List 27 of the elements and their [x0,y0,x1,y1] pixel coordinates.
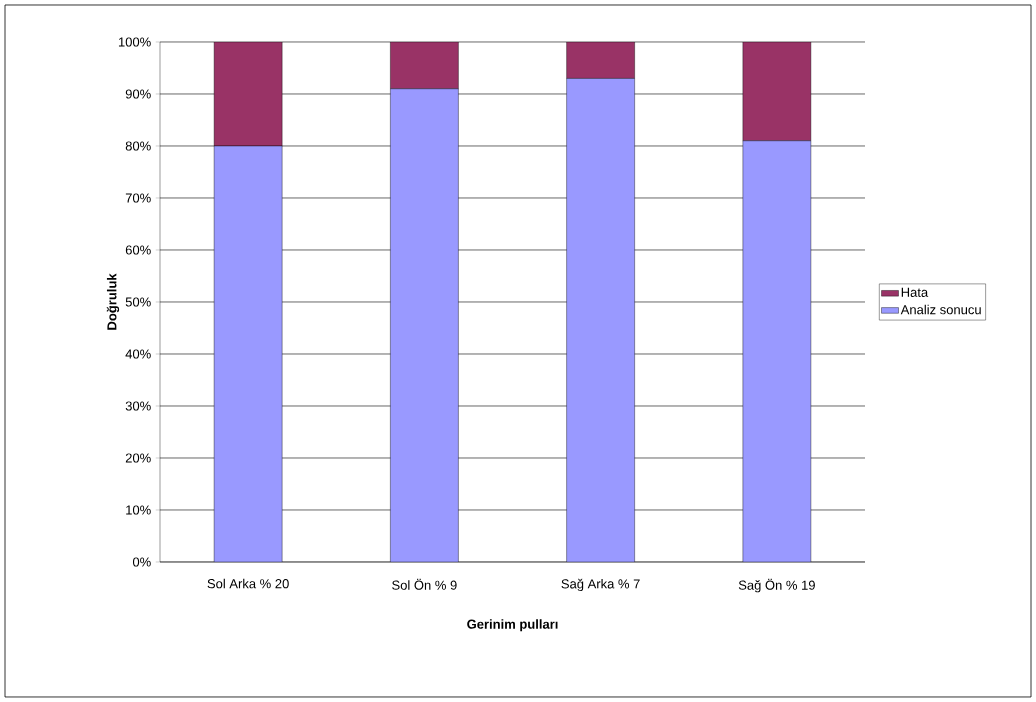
y-tick-label: 100% [118,37,151,47]
y-tick-label: 80% [125,141,151,151]
bar [213,41,283,147]
bar [566,41,635,79]
legend-label: Hata [901,287,929,297]
y-tick-label: 60% [125,245,151,255]
y-tick-label: 30% [125,401,151,411]
y-tick-label: 40% [125,349,151,359]
x-axis-title: Gerinim pulları [467,619,558,632]
y-tick-label: 50% [125,297,151,307]
bar [566,78,635,562]
x-tick-label: Sağ Ön % 19 [738,578,815,593]
bar [390,41,459,89]
y-tick-label: 70% [125,193,151,203]
x-tick-label: Sol Ön % 9 [392,578,457,590]
bar [742,140,812,562]
y-tick-label: 90% [125,89,151,99]
x-tick-label: Sol Arka % 20 [207,578,289,589]
y-tick-label: 10% [126,505,151,515]
x-tick-label: Sağ Arka % 7 [561,578,640,592]
bar [390,88,459,562]
y-axis-title: Doğruluk [106,273,120,330]
legend-label: Analiz sonucu [900,304,981,315]
bar [742,41,812,141]
bar [213,145,283,562]
y-tick-label: 20% [125,453,151,463]
y-tick-label: 0% [132,557,151,567]
